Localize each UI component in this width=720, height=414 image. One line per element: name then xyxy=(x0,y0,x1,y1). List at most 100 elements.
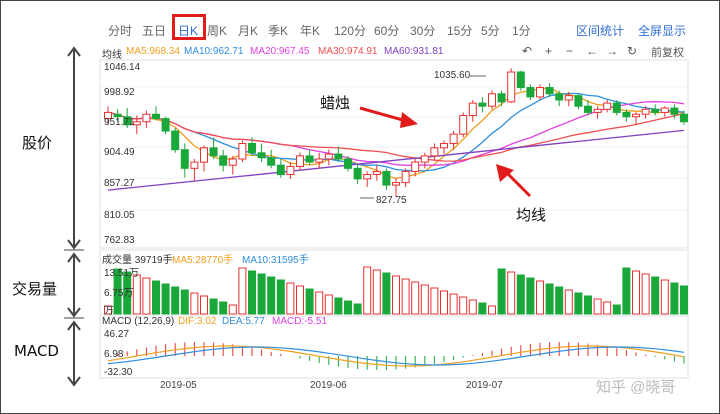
candle-body-49 xyxy=(574,95,583,107)
ma-value-3: MA30:974.91 xyxy=(318,46,378,57)
ma-arrowhead xyxy=(496,164,514,182)
volume-bar-24 xyxy=(334,297,343,315)
candle-body-60 xyxy=(680,113,688,123)
zoom-out-icon[interactable]: − xyxy=(566,44,574,58)
selected-tab-highlight xyxy=(172,14,206,40)
tab-11[interactable]: 5分 xyxy=(481,24,500,38)
volume-bar-36 xyxy=(449,293,458,315)
candle-body-48 xyxy=(564,95,573,101)
candle-body-28 xyxy=(372,170,381,176)
volume-bar-49 xyxy=(574,292,583,315)
left-arrow-icon[interactable]: ← xyxy=(586,44,598,58)
candle-arrowhead xyxy=(400,112,418,128)
price-panel xyxy=(99,59,689,249)
candle-body-54 xyxy=(622,111,631,118)
tab-12[interactable]: 1分 xyxy=(512,24,531,38)
volume-bar-54 xyxy=(622,267,631,315)
candle-body-44 xyxy=(526,87,535,98)
tab-0[interactable]: 分时 xyxy=(108,24,133,38)
volume-bar-28 xyxy=(372,269,381,315)
zoom-in-icon[interactable]: + xyxy=(545,44,553,58)
candle-body-3 xyxy=(132,121,141,126)
candle-body-57 xyxy=(651,108,660,113)
volume-bar-12 xyxy=(219,301,228,315)
high-price-label: 1035.60 xyxy=(434,70,471,81)
tab-3[interactable]: 周K xyxy=(207,24,228,38)
candle-body-35 xyxy=(440,142,448,149)
candle-body-36 xyxy=(449,133,458,144)
candle-body-11 xyxy=(209,147,218,157)
candle-body-41 xyxy=(497,93,506,103)
adjust-button[interactable]: 前复权 xyxy=(651,47,684,59)
ma-value-4: MA60:931.81 xyxy=(384,46,444,57)
candle-body-26 xyxy=(353,167,362,180)
volume-bar-14 xyxy=(238,267,247,315)
volume-bar-44 xyxy=(526,277,535,315)
tab-7[interactable]: 120分 xyxy=(334,24,367,38)
tab-2[interactable]: 日K xyxy=(178,24,199,38)
volume-bar-48 xyxy=(564,289,573,315)
candle-body-43 xyxy=(516,71,525,89)
candle-body-42 xyxy=(507,71,516,103)
volume-bar-29 xyxy=(382,272,391,315)
candle-body-9 xyxy=(190,161,199,169)
volume-bar-32 xyxy=(411,281,420,315)
volume-bar-58 xyxy=(660,279,669,315)
tab-5[interactable]: 季K xyxy=(268,24,289,38)
volume-bar-10 xyxy=(200,295,208,315)
volume-bar-53 xyxy=(612,304,621,315)
volume-bar-23 xyxy=(324,294,333,315)
ma-label: 均线 xyxy=(102,50,122,61)
label-macd: MACD xyxy=(14,342,59,360)
candle-body-47 xyxy=(555,93,564,101)
bracket-arrow-5 xyxy=(67,376,81,387)
tab-6[interactable]: 年K xyxy=(300,24,321,38)
reset-icon[interactable]: ↻ xyxy=(627,44,638,58)
volume-bar-35 xyxy=(440,290,448,315)
candle-body-23 xyxy=(324,153,333,160)
candle-body-29 xyxy=(382,170,391,186)
bracket-arrow-2 xyxy=(67,252,81,263)
fullscreen-link[interactable]: 全屏显示 xyxy=(638,24,687,38)
tab-1[interactable]: 五日 xyxy=(142,24,167,38)
candle-body-51 xyxy=(593,108,602,113)
right-arrow-icon[interactable]: → xyxy=(606,44,618,58)
candle-body-27 xyxy=(363,174,372,180)
macd-axis-bottom: -32.30 xyxy=(104,367,133,378)
candle-body-50 xyxy=(584,105,592,113)
candle-body-56 xyxy=(641,108,650,115)
tab-8[interactable]: 60分 xyxy=(374,24,400,38)
date-label-july: 2019-07 xyxy=(466,380,503,391)
candle-body-4 xyxy=(142,113,151,123)
watermark: 知乎 @晓哥 xyxy=(596,379,676,396)
tab-9[interactable]: 30分 xyxy=(410,24,436,38)
back-icon[interactable]: ↶ xyxy=(522,44,533,58)
tab-10[interactable]: 15分 xyxy=(447,24,473,38)
date-label-june: 2019-06 xyxy=(310,380,347,391)
candle-body-30 xyxy=(392,182,400,186)
range-stats-link[interactable]: 区间统计 xyxy=(576,24,625,38)
ma10-line xyxy=(107,92,685,172)
candle-body-13 xyxy=(228,158,237,166)
macd-axis-mid: 6.98 xyxy=(104,349,124,360)
candle-body-46 xyxy=(545,87,554,95)
tab-4[interactable]: 月K xyxy=(238,24,259,38)
macd-header: MACD (12,26,9) xyxy=(102,316,175,327)
volume-bar-15 xyxy=(248,270,256,315)
candle-body-10 xyxy=(200,147,208,163)
bracket-arrow-0 xyxy=(67,46,81,57)
volume-bar-43 xyxy=(516,274,525,315)
candle-body-12 xyxy=(219,155,228,166)
ma60-line xyxy=(107,129,685,191)
candle-body-37 xyxy=(459,115,468,135)
candle-body-53 xyxy=(612,102,621,113)
dif-line xyxy=(107,345,685,367)
bracket-arrow-3 xyxy=(67,307,81,318)
volume-bar-47 xyxy=(555,286,564,315)
candle-body-14 xyxy=(238,142,247,160)
price-tick-4: 857.27 xyxy=(104,178,135,189)
candle-body-40 xyxy=(488,93,496,107)
candle-body-18 xyxy=(276,164,285,176)
volume-ma10: MA10:31595手 xyxy=(242,255,309,266)
